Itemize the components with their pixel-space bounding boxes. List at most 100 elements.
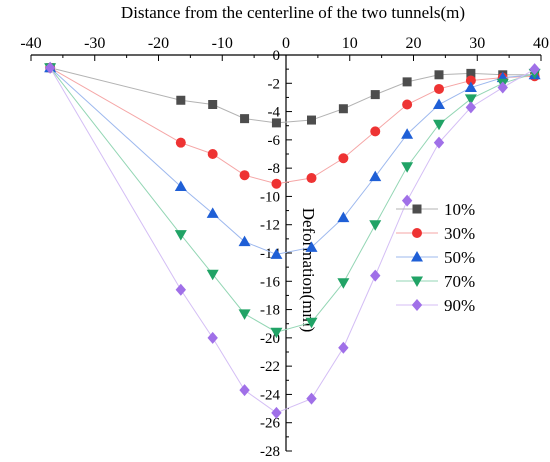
series-50pct (44, 61, 541, 259)
data-point (465, 75, 476, 86)
legend-label: 90% (444, 296, 475, 315)
data-point (497, 81, 508, 94)
legend-item-10pct: 10% (396, 200, 475, 219)
data-point (338, 153, 349, 164)
legend-label: 30% (444, 224, 475, 243)
data-point (238, 309, 251, 320)
series-line (49, 67, 535, 185)
data-point (271, 406, 282, 419)
data-point (338, 341, 349, 354)
data-point (206, 207, 219, 218)
data-point (44, 61, 56, 74)
data-point (305, 241, 318, 252)
legend-label: 10% (444, 200, 475, 219)
data-point (239, 170, 250, 181)
y-tick-label--26: -26 (260, 416, 280, 432)
data-point (337, 211, 350, 223)
y-tick-label--4: -4 (268, 105, 281, 121)
data-point (271, 178, 282, 189)
x-tick-label--10: -10 (212, 35, 233, 52)
legend: 10% 30% 50% 70% 90% (396, 200, 475, 315)
data-point (306, 392, 317, 405)
data-point (401, 162, 414, 173)
series-30pct (45, 62, 540, 189)
data-point (402, 99, 413, 110)
data-point (238, 235, 251, 247)
legend-item-50pct: 50% (396, 248, 475, 267)
data-point (465, 101, 477, 114)
x-tick-label-30: 30 (469, 35, 485, 52)
y-tick-label--22: -22 (260, 359, 280, 375)
data-point (434, 83, 444, 94)
data-point (175, 283, 187, 296)
y-tick-label--28: -28 (260, 444, 280, 460)
data-point (305, 317, 318, 329)
data-point (207, 331, 218, 344)
data-point (433, 98, 445, 109)
legend-item-70pct: 70% (396, 272, 475, 291)
series-layer (44, 61, 541, 419)
data-point (529, 63, 540, 76)
series-10pct (45, 63, 540, 128)
data-point (464, 94, 477, 105)
y-tick-label--18: -18 (260, 303, 280, 319)
data-point (369, 170, 382, 182)
legend-marker (411, 276, 423, 287)
x-tick-label--30: -30 (84, 35, 105, 52)
data-point (369, 220, 382, 231)
data-point (401, 128, 414, 139)
data-point (306, 173, 317, 184)
data-point (433, 119, 445, 131)
x-tick-label-20: 20 (406, 35, 422, 52)
data-point (466, 68, 476, 78)
data-point (206, 269, 219, 281)
data-point (433, 136, 445, 149)
x-axis-label: Distance from the centerline of the two … (121, 3, 465, 22)
legend-label: 50% (444, 248, 475, 267)
data-point (176, 95, 186, 105)
legend-item-90pct: 90% (396, 296, 475, 315)
data-point (338, 104, 348, 114)
x-tick-label-10: 10 (342, 35, 358, 52)
legend-marker (412, 204, 422, 214)
data-point (402, 77, 412, 87)
x-tick-label--40: -40 (20, 35, 41, 52)
data-point (174, 230, 187, 241)
axes: -40 -30 -20 -10 0 10 20 30 400-2-4-6-8-10-12-14-… (20, 35, 549, 460)
legend-marker (412, 228, 422, 238)
y-tick-label-0: 0 (273, 48, 281, 64)
y-tick-label--12: -12 (260, 218, 280, 234)
data-point (208, 100, 218, 109)
series-90pct (44, 61, 540, 419)
y-tick-label--24: -24 (260, 387, 280, 403)
legend-marker (411, 299, 423, 311)
x-tick-label-0: 0 (282, 35, 290, 52)
data-point (240, 114, 250, 124)
data-point (464, 81, 477, 93)
data-point (370, 126, 381, 137)
data-point (434, 70, 444, 80)
data-point (270, 327, 283, 339)
data-point (239, 384, 250, 397)
y-tick-label--16: -16 (260, 274, 280, 290)
y-tick-label--6: -6 (268, 133, 281, 149)
y-tick-label--10: -10 (260, 189, 280, 205)
y-tick-label--8: -8 (268, 161, 281, 177)
data-point (370, 90, 380, 100)
data-point (370, 269, 381, 282)
x-tick-label--20: -20 (148, 35, 169, 52)
y-tick-label--2: -2 (268, 76, 281, 92)
data-point (207, 149, 218, 159)
series-line (50, 67, 535, 124)
legend-item-30pct: 30% (396, 224, 475, 243)
y-axis-label: Deformation(mm) (299, 208, 318, 333)
data-point (307, 115, 316, 125)
data-point (270, 248, 283, 259)
data-point (401, 194, 413, 207)
data-point (271, 118, 281, 128)
data-point (174, 180, 187, 192)
x-tick-label-40: 40 (533, 35, 549, 52)
legend-label: 70% (444, 272, 475, 291)
data-point (175, 137, 186, 148)
